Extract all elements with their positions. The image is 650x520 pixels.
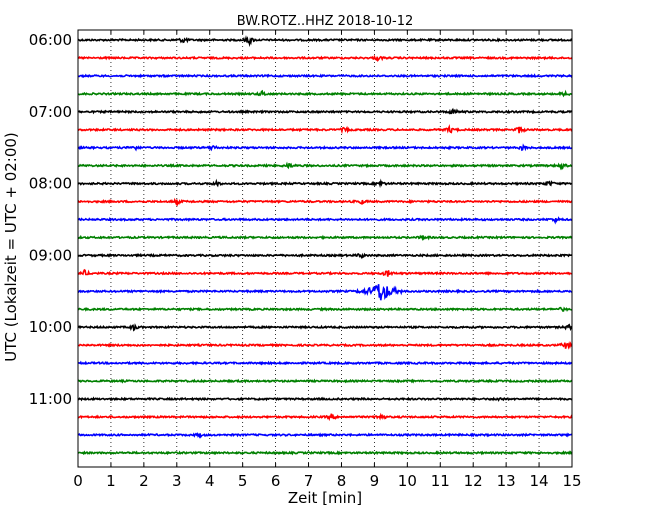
x-tick-label: 5: [238, 472, 248, 490]
y-tick-label: 10:00: [29, 318, 72, 336]
trace-0930: [77, 284, 573, 301]
y-axis-label: UTC (Lokalzeit = UTC + 02:00): [2, 132, 20, 362]
trace-0815: [77, 197, 573, 207]
trace-0745: [77, 161, 572, 171]
trace-1015: [77, 341, 573, 350]
trace-0800: [77, 178, 573, 189]
x-tick-label: 13: [497, 472, 516, 490]
trace-0600: [77, 35, 573, 48]
x-tick-label: 7: [304, 472, 314, 490]
x-tick-label: 12: [464, 472, 483, 490]
x-axis-ticks: 0 1 2 3 4 5 6 7 8 9 10 11 12 13 14 15: [73, 30, 582, 490]
x-tick-label: 15: [562, 472, 581, 490]
trace-0915: [78, 268, 573, 277]
trace-0730: [77, 143, 573, 152]
y-tick-label: 11:00: [29, 390, 72, 408]
trace-1000: [77, 323, 573, 332]
trace-1115: [78, 412, 573, 422]
trace-1145: [77, 450, 573, 456]
plot-area-frame: [77, 29, 573, 468]
seismic-traces: [77, 35, 573, 456]
x-tick-label: 1: [106, 472, 116, 490]
trace-0645: [77, 89, 573, 98]
x-tick-label: 0: [73, 472, 83, 490]
y-tick-label: 08:00: [29, 175, 72, 193]
trace-1045: [77, 378, 573, 384]
y-tick-label: 06:00: [29, 31, 72, 49]
trace-0630: [77, 73, 573, 79]
y-axis-ticks: 06:00 07:00 08:00 09:00 10:00 11:00: [29, 31, 572, 408]
grid-lines: [110, 30, 540, 467]
x-tick-label: 14: [530, 472, 549, 490]
trace-1030: [77, 360, 573, 366]
trace-0615: [78, 54, 573, 63]
x-tick-label: 6: [271, 472, 281, 490]
trace-0700: [77, 107, 573, 115]
chart-title: BW.ROTZ..HHZ 2018-10-12: [237, 14, 413, 29]
trace-0900: [77, 252, 573, 260]
trace-0945: [78, 306, 573, 312]
x-tick-label: 2: [139, 472, 149, 490]
x-tick-label: 3: [172, 472, 182, 490]
trace-0845: [77, 234, 573, 242]
trace-1130: [77, 432, 573, 439]
trace-1100: [77, 396, 573, 402]
trace-0830: [77, 216, 573, 225]
x-tick-label: 8: [337, 472, 347, 490]
x-tick-label: 4: [205, 472, 215, 490]
y-tick-label: 09:00: [29, 246, 72, 264]
trace-0715: [77, 123, 573, 135]
y-tick-label: 07:00: [29, 103, 72, 121]
x-tick-label: 11: [431, 472, 450, 490]
x-tick-label: 9: [370, 472, 380, 490]
x-axis-label: Zeit [min]: [288, 489, 362, 507]
x-tick-label: 10: [398, 472, 417, 490]
